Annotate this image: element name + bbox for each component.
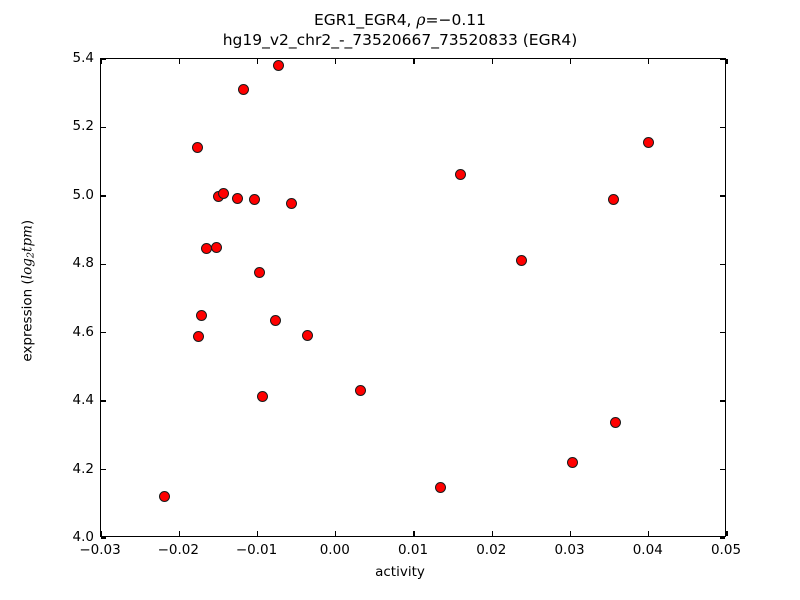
x-axis-label: activity xyxy=(375,564,425,580)
scatter-point xyxy=(211,241,223,253)
x-tick-label: −0.02 xyxy=(157,542,199,558)
y-tick xyxy=(101,126,106,129)
x-tick xyxy=(335,531,337,536)
x-tick-top xyxy=(413,59,415,64)
y-tick-label: 4.0 xyxy=(72,529,94,545)
y-tick-right xyxy=(720,263,725,265)
y-axis-label-math-sub: 2 xyxy=(25,251,37,259)
y-tick xyxy=(101,263,106,265)
y-tick-right xyxy=(720,126,725,129)
x-tick-top xyxy=(491,59,493,64)
scatter-point xyxy=(643,137,655,149)
x-tick-top xyxy=(335,59,337,64)
x-tick-label: 0.02 xyxy=(476,542,507,558)
y-axis-label-suffix: ) xyxy=(19,219,36,226)
chart-title-line2: hg19_v2_chr2_-_73520667_73520833 (EGR4) xyxy=(222,31,578,50)
x-tick xyxy=(569,531,572,536)
scatter-point xyxy=(158,491,170,503)
title-prefix: EGR1_EGR4, xyxy=(313,11,417,29)
y-tick-label: 4.2 xyxy=(72,460,94,477)
y-tick-label: 4.8 xyxy=(72,255,94,272)
y-axis-label: expression (log2tpm) xyxy=(19,111,36,471)
scatter-point xyxy=(191,142,203,154)
chart-title-line1: EGR1_EGR4, ρ=−0.11 xyxy=(0,10,800,30)
scatter-point xyxy=(196,310,208,322)
x-tick-label: −0.03 xyxy=(79,542,121,558)
y-tick-right xyxy=(720,58,725,60)
y-tick-label: 5.0 xyxy=(72,186,94,203)
y-tick xyxy=(101,537,106,539)
x-tick-top xyxy=(648,59,650,64)
y-tick-right xyxy=(720,332,725,334)
x-tick-top xyxy=(726,59,728,64)
y-tick-right xyxy=(720,468,725,471)
y-tick xyxy=(101,400,106,402)
y-tick-right xyxy=(720,400,725,402)
y-tick-label: 5.4 xyxy=(72,50,94,66)
scatter-point xyxy=(256,390,268,402)
x-tick-label: 0.00 xyxy=(319,542,350,558)
y-tick-right xyxy=(720,537,725,539)
x-tick-label: 0.01 xyxy=(397,542,429,558)
scatter-point xyxy=(232,192,244,204)
scatter-point xyxy=(355,385,367,397)
scatter-point xyxy=(455,169,467,181)
plot-area xyxy=(100,58,728,539)
y-axis-label-math-unit: tpm xyxy=(19,225,36,252)
y-tick xyxy=(101,58,106,60)
rho-symbol: ρ xyxy=(416,11,426,29)
y-axis-label-math-base: log xyxy=(19,258,36,280)
scatter-point xyxy=(608,194,620,206)
scatter-point xyxy=(248,193,260,205)
y-tick xyxy=(101,332,106,334)
x-tick xyxy=(256,531,259,536)
y-tick-right xyxy=(720,195,725,197)
x-tick xyxy=(491,531,493,536)
x-tick-top xyxy=(178,59,180,64)
x-tick-label: 0.05 xyxy=(710,542,742,558)
y-tick-label: 4.6 xyxy=(72,323,94,340)
x-tick-top xyxy=(256,59,259,64)
scatter-point xyxy=(254,267,266,279)
y-tick-label: 5.2 xyxy=(72,118,94,135)
scatter-point xyxy=(217,188,229,200)
scatter-point xyxy=(286,198,298,210)
x-tick-label: −0.01 xyxy=(235,542,278,558)
x-tick xyxy=(100,531,102,536)
scatter-point xyxy=(237,84,249,96)
x-tick-top xyxy=(100,59,102,64)
y-tick xyxy=(101,468,106,471)
y-axis-label-prefix: expression ( xyxy=(19,279,36,362)
scatter-point xyxy=(516,255,528,267)
x-tick xyxy=(178,531,180,536)
scatter-point xyxy=(567,456,579,468)
scatter-point xyxy=(269,314,281,326)
y-tick-label: 4.4 xyxy=(72,392,94,409)
x-tick xyxy=(413,531,415,536)
x-tick-label: 0.04 xyxy=(632,542,663,558)
y-tick xyxy=(101,195,106,197)
scatter-point xyxy=(435,481,447,493)
scatter-point xyxy=(610,417,622,429)
x-tick-label: 0.03 xyxy=(554,542,585,558)
scatter-point xyxy=(302,329,314,341)
scatter-points-layer xyxy=(101,59,725,536)
scatter-point xyxy=(273,60,285,72)
x-tick xyxy=(648,531,650,536)
chart-title: EGR1_EGR4, ρ=−0.11 hg19_v2_chr2_-_735206… xyxy=(0,10,800,50)
x-tick xyxy=(726,531,728,536)
x-tick-top xyxy=(569,59,572,64)
scatter-point xyxy=(192,330,204,342)
rho-value: =−0.11 xyxy=(425,11,487,29)
